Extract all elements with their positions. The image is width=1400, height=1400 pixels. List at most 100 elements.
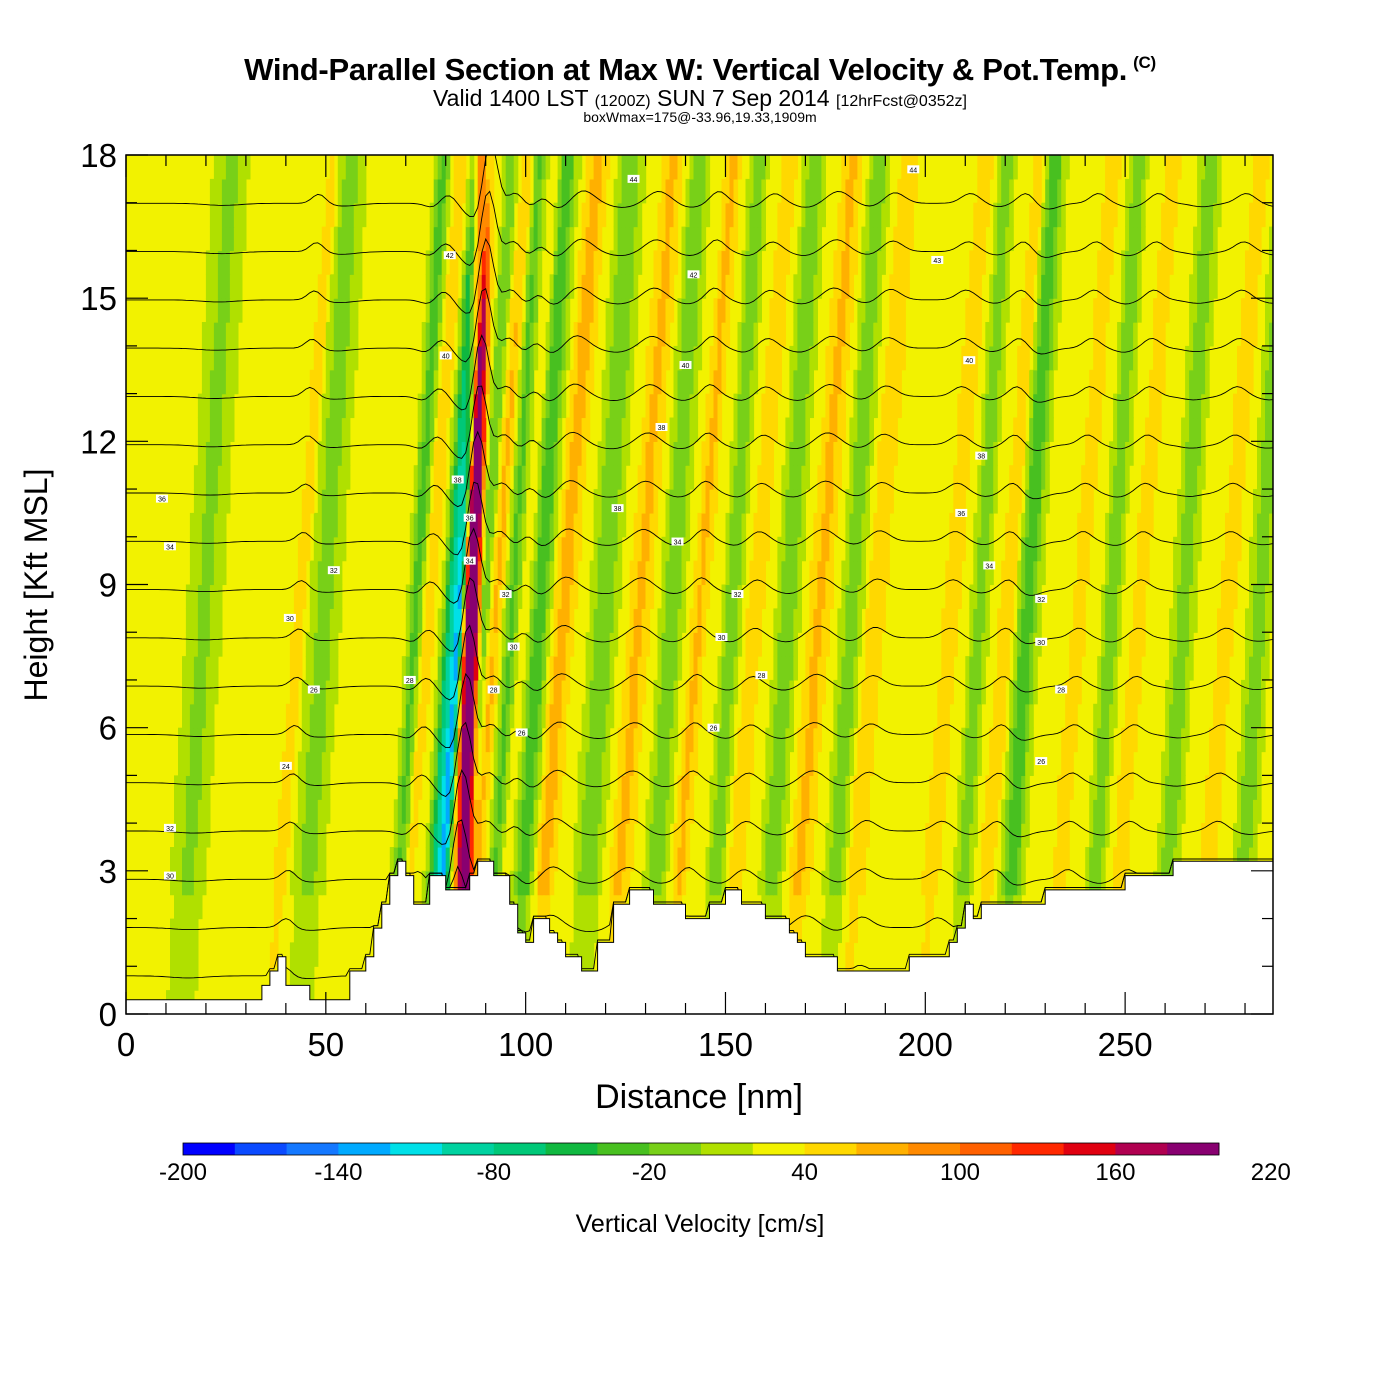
heatmap-cell [1125, 703, 1130, 729]
heatmap-cell [741, 393, 747, 419]
heatmap-cell [485, 775, 491, 800]
heatmap-cell [613, 441, 619, 466]
heatmap-cell [973, 775, 978, 800]
heatmap-cell [509, 608, 515, 633]
heatmap-cell [577, 393, 583, 419]
heatmap-cell [589, 250, 595, 275]
heatmap-cell [425, 656, 431, 681]
heatmap-cell [557, 584, 563, 609]
heatmap-cell [501, 274, 507, 299]
heatmap-cell [561, 727, 567, 753]
heatmap-cell [657, 608, 663, 633]
heatmap-cell [1129, 393, 1134, 419]
heatmap-cell [737, 847, 743, 872]
heatmap-cell [677, 656, 683, 681]
heatmap-cell [1225, 512, 1230, 538]
heatmap-cell [409, 608, 415, 633]
heatmap-cell [565, 465, 571, 490]
heatmap-cell [965, 751, 970, 776]
heatmap-cell [1189, 584, 1194, 609]
heatmap-cell [717, 775, 723, 800]
heatmap-cell [1061, 847, 1066, 872]
heatmap-cell [937, 679, 942, 705]
heatmap-cell [861, 465, 866, 490]
heatmap-cell [1125, 202, 1130, 228]
heatmap-cell [541, 632, 547, 657]
heatmap-cell [697, 202, 703, 228]
heatmap-cell [189, 870, 195, 896]
heatmap-cell [417, 393, 423, 419]
heatmap-cell [477, 298, 483, 323]
heatmap-cell [553, 441, 559, 466]
heatmap-cell [889, 298, 894, 323]
heatmap-cell [673, 536, 679, 562]
heatmap-cell [1169, 202, 1174, 228]
heatmap-cell [305, 775, 311, 800]
heatmap-cell [681, 489, 687, 514]
heatmap-cell [729, 703, 735, 729]
heatmap-cell [517, 226, 523, 252]
heatmap-cell [837, 202, 842, 228]
heatmap-cell [457, 584, 463, 609]
heatmap-cell [629, 751, 635, 776]
heatmap-cell [1077, 536, 1082, 562]
heatmap-cell [405, 799, 411, 824]
heatmap-cell [953, 894, 958, 920]
heatmap-cell [433, 489, 439, 514]
heatmap-cell [941, 632, 946, 657]
heatmap-cell [749, 369, 755, 395]
heatmap-cell [1017, 823, 1022, 848]
heatmap-cell [417, 584, 423, 609]
heatmap-cell [657, 775, 663, 800]
heatmap-cell [825, 465, 830, 490]
heatmap-cell [1229, 560, 1234, 586]
heatmap-cell [549, 345, 555, 371]
heatmap-cell [185, 942, 191, 967]
heatmap-cell [1049, 322, 1054, 347]
heatmap-cell [941, 703, 946, 729]
heatmap-cell [1065, 775, 1070, 800]
heatmap-cell [857, 727, 862, 753]
heatmap-cell [497, 608, 503, 633]
heatmap-cell [205, 823, 211, 848]
heatmap-cell [797, 775, 802, 800]
heatmap-cell [753, 298, 759, 323]
heatmap-cell [337, 250, 343, 275]
heatmap-cell [593, 632, 599, 657]
heatmap-cell [865, 441, 870, 466]
heatmap-cell [613, 274, 619, 299]
heatmap-cell [301, 560, 307, 586]
heatmap-cell [993, 250, 998, 275]
heatmap-cell [473, 656, 479, 681]
heatmap-cell [869, 608, 874, 633]
heatmap-cell [301, 536, 307, 562]
heatmap-cell [657, 465, 663, 490]
heatmap-cell [825, 417, 830, 442]
heatmap-cell [425, 274, 431, 299]
heatmap-cell [1101, 847, 1106, 872]
heatmap-cell [473, 823, 479, 848]
heatmap-cell [869, 727, 874, 753]
heatmap-cell [733, 393, 739, 419]
heatmap-cell [849, 202, 854, 228]
heatmap-cell [745, 799, 751, 824]
heatmap-cell [345, 274, 351, 299]
heatmap-cell [1041, 417, 1046, 442]
heatmap-cell [925, 894, 930, 920]
heatmap-cell [529, 274, 535, 299]
heatmap-cell [561, 274, 567, 299]
heatmap-cell [1181, 560, 1186, 586]
heatmap-cell [693, 322, 699, 347]
heatmap-cell [489, 536, 495, 562]
heatmap-cell [937, 799, 942, 824]
heatmap-cell [997, 775, 1002, 800]
heatmap-cell [845, 274, 850, 299]
heatmap-cell [1109, 608, 1114, 633]
heatmap-cell [174, 942, 179, 967]
heatmap-cell [1109, 632, 1114, 657]
heatmap-cell [513, 584, 519, 609]
heatmap-cell [633, 608, 639, 633]
heatmap-cell [925, 918, 930, 944]
heatmap-cell [793, 369, 798, 395]
heatmap-cell [1029, 679, 1034, 705]
